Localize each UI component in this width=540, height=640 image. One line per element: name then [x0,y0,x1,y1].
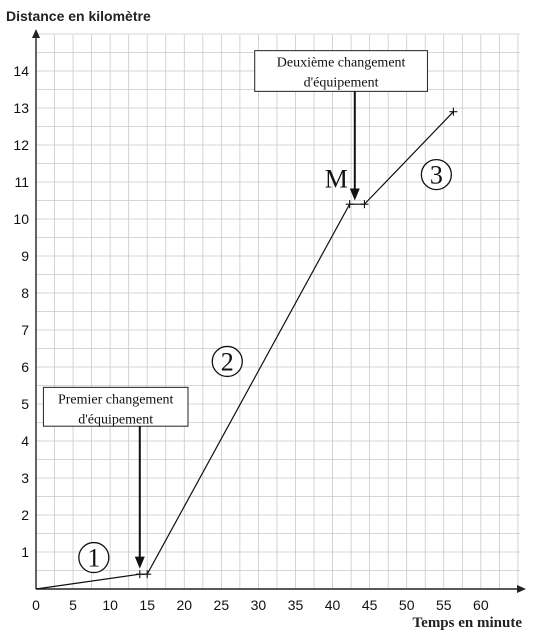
x-axis-label: Temps en minute [413,615,523,631]
axes [32,29,526,593]
y-tick-label: 10 [13,211,29,227]
segment-label-circle [78,541,110,574]
x-axis-arrowhead [517,585,526,593]
y-axis-arrowhead [32,29,40,38]
point-label-M: M [325,165,348,194]
segment-label-3: 3 [420,158,453,191]
y-tick-label: 8 [21,285,29,301]
series-line [35,111,454,590]
y-tick-label: 12 [13,137,29,153]
annotation-text: d'équipement [304,76,379,91]
y-tick-label: 4 [21,433,29,449]
y-tick-label: 5 [21,396,29,412]
segment-label-text: 2 [221,347,234,376]
annotation-2: Deuxième changement d'équipement [254,50,428,201]
annotation-text: d'équipement [78,412,153,427]
point-marker [360,200,369,209]
annotation-box [254,50,428,92]
series-group [35,107,458,590]
y-tick-label: 11 [14,174,29,190]
segment-label-circle [211,345,243,378]
segment-label-text: 3 [430,161,443,190]
point-marker [345,200,354,209]
grid [36,33,520,589]
point-marker [135,570,144,579]
y-axis-label: Distance en kilomètre [6,8,151,24]
x-tick-label: 55 [436,597,452,613]
annotation-text: Deuxième changement [277,56,406,71]
y-tick-label: 9 [21,248,29,264]
y-tick-label: 6 [21,359,29,375]
segment-label-text: 1 [87,544,100,573]
x-tick-label: 40 [325,597,341,613]
y-tick-label: 1 [21,544,29,560]
annotation-text: Premier changement [58,392,174,407]
tick-labels: 0 5 10 15 20 25 30 35 40 45 50 55 601234567891011121… [13,63,488,613]
x-tick-label: 10 [102,597,118,613]
y-tick-label: 14 [13,63,29,79]
annotation-box [42,386,189,427]
x-tick-label: 45 [362,597,378,613]
y-tick-label: 13 [13,100,29,116]
annotation-arrow-head [349,188,360,201]
x-tick-label: 5 [69,597,77,613]
x-tick-label: 50 [399,597,415,613]
x-tick-label: 20 [176,597,192,613]
y-tick-label: 2 [21,507,29,523]
x-tick-label: 35 [288,597,304,613]
point-marker [143,570,152,579]
point-marker [449,107,458,116]
segment-label-1: 1 [78,541,110,574]
x-tick-label: 25 [214,597,230,613]
annotation-arrow-head [134,556,145,569]
y-tick-label: 7 [21,322,29,338]
x-tick-label: 15 [139,597,155,613]
x-tick-label: 0 [32,597,40,613]
x-tick-label: 30 [251,597,267,613]
segment-label-circle [420,158,453,191]
segment-labels-group: 1 2 3 M [78,158,453,574]
y-tick-label: 3 [21,470,29,486]
annotation-1: Premier changement d'équipement [42,386,189,569]
segment-label-2: 2 [211,345,243,378]
x-tick-label: 60 [473,597,489,613]
